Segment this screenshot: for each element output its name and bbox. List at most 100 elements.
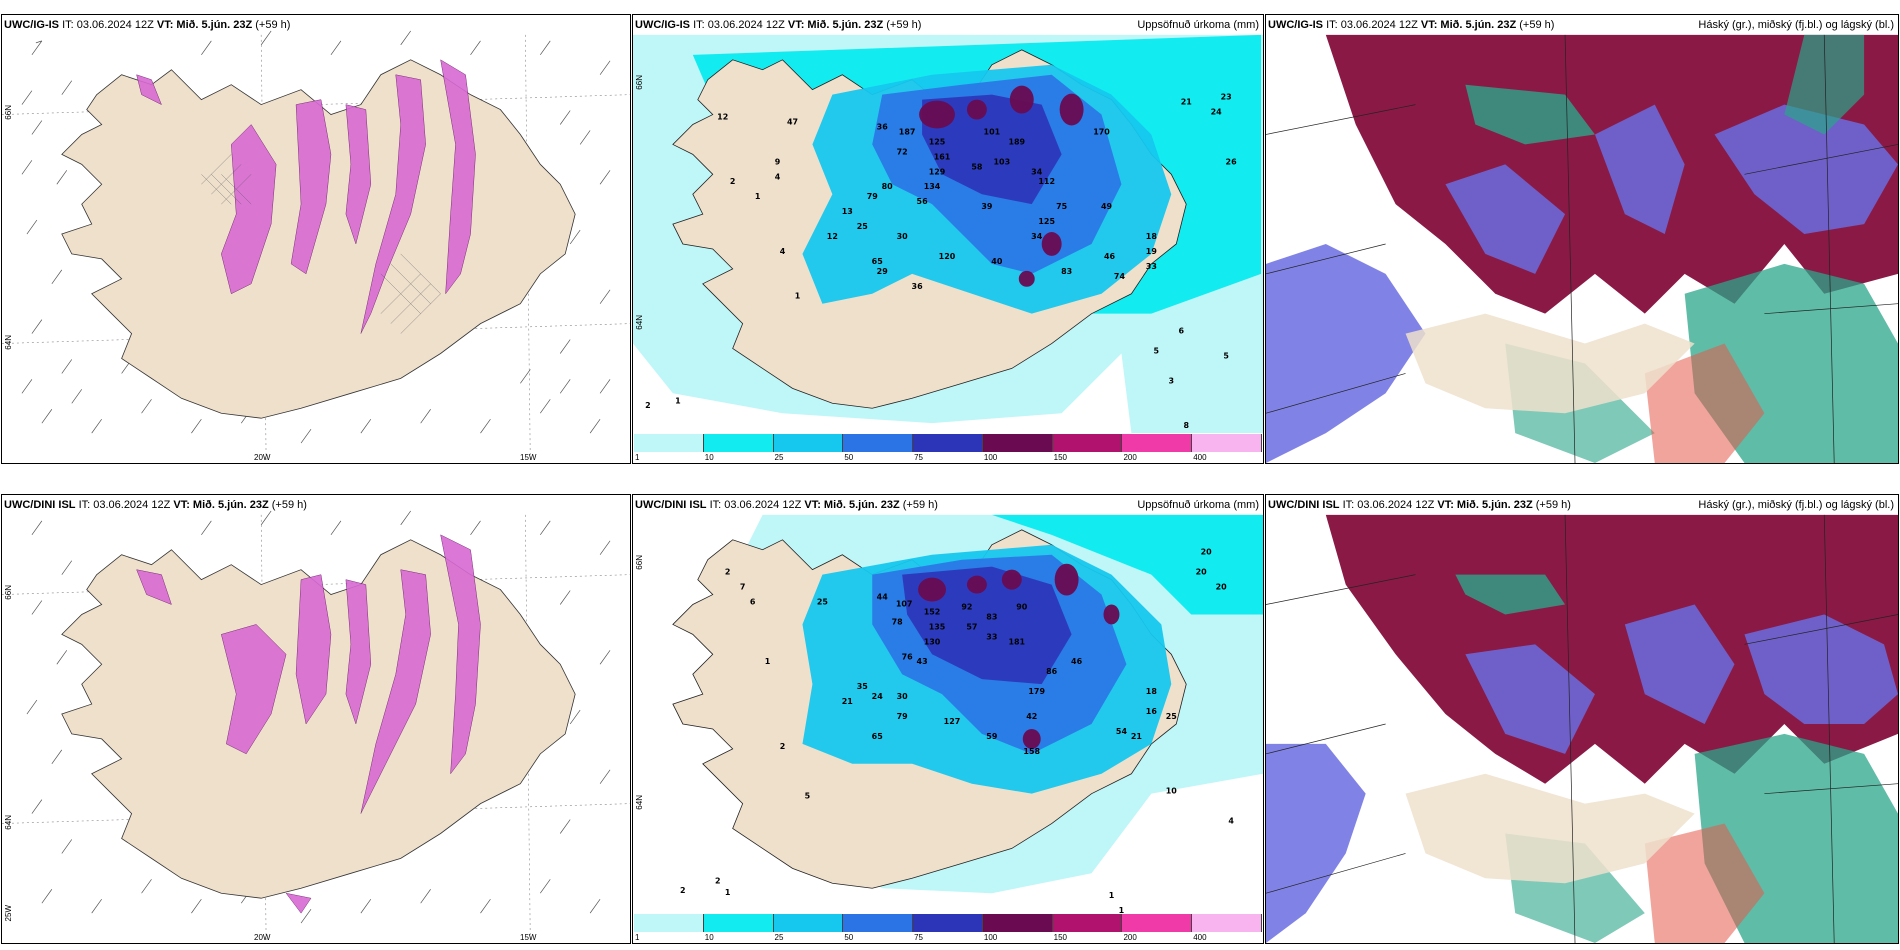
svg-text:6: 6	[1178, 327, 1184, 336]
precip-bands	[136, 59, 476, 334]
svg-text:129: 129	[929, 167, 946, 176]
svg-text:1: 1	[725, 888, 731, 897]
svg-text:83: 83	[1061, 267, 1072, 276]
svg-text:44: 44	[877, 593, 889, 602]
svg-text:112: 112	[1038, 177, 1055, 186]
colorbar-swatch	[1052, 914, 1123, 932]
colorbar-swatch	[703, 434, 774, 452]
colorbar-swatch	[703, 914, 774, 932]
svg-text:2: 2	[715, 876, 721, 885]
svg-text:86: 86	[1046, 667, 1058, 676]
lat-label-64: 64N	[635, 315, 644, 330]
svg-text:29: 29	[877, 267, 889, 276]
svg-text:7: 7	[740, 583, 746, 592]
colorbar-swatch	[913, 434, 983, 452]
svg-text:1: 1	[765, 657, 771, 666]
svg-text:36: 36	[877, 122, 889, 131]
lon-label-15w: 15W	[520, 453, 537, 462]
panel-top-mid-precip-map: UWC/IG-IS IT: 03.06.2024 12Z VT: Mið. 5.…	[632, 14, 1264, 464]
svg-text:58: 58	[971, 162, 983, 171]
svg-text:54: 54	[1116, 727, 1128, 736]
svg-text:179: 179	[1028, 687, 1045, 696]
colorbar-swatch	[634, 914, 704, 932]
svg-text:158: 158	[1023, 747, 1040, 756]
svg-text:76: 76	[902, 652, 914, 661]
cloud-map	[1266, 34, 1898, 463]
svg-text:13: 13	[842, 207, 853, 216]
svg-text:181: 181	[1008, 637, 1025, 646]
colorbar-swatch	[913, 914, 983, 932]
svg-text:101: 101	[984, 127, 1001, 136]
svg-text:59: 59	[986, 732, 998, 741]
svg-text:25: 25	[1166, 712, 1177, 721]
svg-text:79: 79	[867, 192, 879, 201]
colorbar-tick-label: 200	[1123, 933, 1137, 942]
svg-text:18: 18	[1146, 687, 1158, 696]
panel-header: UWC/IG-IS IT: 03.06.2024 12Z VT: Mið. 5.…	[635, 19, 922, 31]
svg-text:2: 2	[680, 886, 686, 895]
svg-text:120: 120	[939, 252, 956, 261]
panel-header: UWC/IG-IS IT: 03.06.2024 12Z VT: Mið. 5.…	[1268, 19, 1555, 31]
svg-text:33: 33	[986, 632, 997, 641]
svg-text:2: 2	[645, 401, 651, 410]
svg-text:56: 56	[917, 197, 929, 206]
svg-text:20: 20	[1216, 583, 1228, 592]
colorbar-tick-label: 1	[635, 933, 640, 942]
panel-title: Uppsöfnuð úrkoma (mm)	[1137, 499, 1259, 511]
svg-text:130: 130	[924, 637, 941, 646]
svg-text:2: 2	[780, 742, 786, 751]
svg-text:39: 39	[981, 202, 993, 211]
svg-text:43: 43	[917, 657, 928, 666]
svg-text:103: 103	[994, 157, 1011, 166]
svg-text:2: 2	[730, 177, 736, 186]
svg-text:30: 30	[897, 692, 909, 701]
svg-text:1: 1	[795, 292, 801, 301]
panel-header: UWC/DINI ISL IT: 03.06.2024 12Z VT: Mið.…	[4, 499, 307, 511]
svg-text:25: 25	[857, 222, 868, 231]
svg-text:21: 21	[1181, 98, 1192, 107]
svg-text:21: 21	[842, 697, 853, 706]
panel-top-right-cloud-map: UWC/IG-IS IT: 03.06.2024 12Z VT: Mið. 5.…	[1265, 14, 1899, 464]
colorbar-swatch	[1192, 914, 1262, 932]
lon-label-20w: 20W	[254, 933, 271, 942]
svg-text:75: 75	[1056, 202, 1067, 211]
svg-text:92: 92	[961, 602, 972, 611]
colorbar-swatch	[773, 914, 844, 932]
svg-text:90: 90	[1016, 602, 1028, 611]
colorbar-tick-label: 50	[844, 933, 854, 942]
svg-text:16: 16	[1146, 707, 1158, 716]
svg-text:5: 5	[1154, 346, 1160, 355]
precip-maxima	[919, 85, 1084, 287]
svg-text:36: 36	[912, 282, 924, 291]
land-iceland	[61, 59, 576, 419]
colorbar-tick-label: 400	[1193, 453, 1207, 462]
wind-precip-map	[2, 30, 630, 463]
colorbar-tick-label: 200	[1123, 453, 1137, 462]
panel-bot-right-cloud-map: UWC/DINI ISL IT: 03.06.2024 12Z VT: Mið.…	[1265, 494, 1899, 944]
svg-text:5: 5	[1223, 351, 1229, 360]
svg-text:25: 25	[817, 598, 828, 607]
svg-text:127: 127	[944, 717, 961, 726]
cloud-map	[1266, 514, 1898, 943]
precip-field-darker	[922, 94, 1062, 205]
colorbar-swatch	[634, 434, 704, 452]
colorbar-swatch	[982, 434, 1053, 452]
colorbar: 1 10 25 50 75 100 150 200 400	[634, 434, 1262, 462]
colorbar-swatch	[843, 434, 914, 452]
svg-text:9: 9	[775, 157, 781, 166]
svg-text:34: 34	[1031, 232, 1043, 241]
colorbar-tick-label: 150	[1053, 453, 1068, 462]
lon-label-15w: 15W	[520, 933, 537, 942]
svg-text:33: 33	[1146, 262, 1157, 271]
panel-header: UWC/IG-IS IT: 03.06.2024 12Z VT: Mið. 5.…	[4, 19, 291, 31]
lat-label-66: 66N	[4, 585, 13, 600]
svg-text:4: 4	[775, 172, 781, 181]
colorbar-tick-label: 25	[774, 453, 784, 462]
svg-text:49: 49	[1101, 202, 1113, 211]
panel-title: Uppsöfnuð úrkoma (mm)	[1137, 19, 1259, 31]
svg-text:20: 20	[1201, 548, 1213, 557]
svg-text:1: 1	[1109, 891, 1115, 900]
svg-text:34: 34	[1031, 167, 1043, 176]
svg-text:4: 4	[780, 247, 786, 256]
